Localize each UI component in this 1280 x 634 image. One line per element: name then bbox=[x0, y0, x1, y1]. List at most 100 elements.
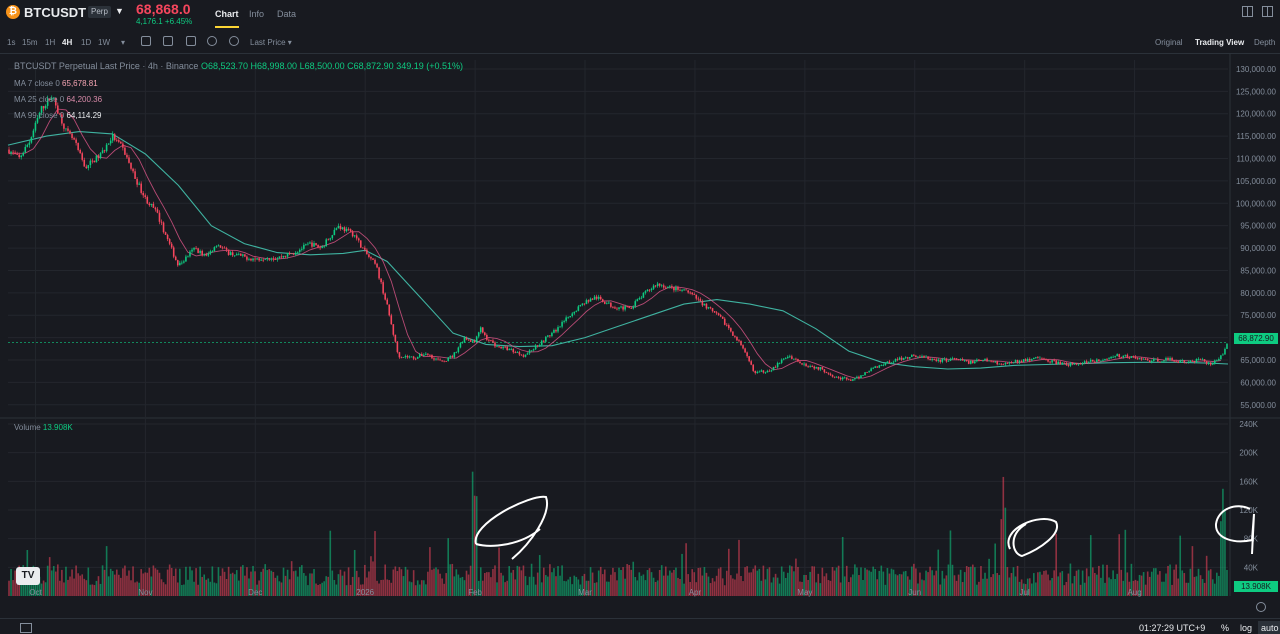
volume-bar bbox=[172, 575, 175, 596]
tradingview-logo[interactable]: TV bbox=[16, 567, 40, 585]
candle-body bbox=[809, 366, 811, 368]
volume-bar bbox=[67, 579, 69, 596]
auto-toggle-box[interactable] bbox=[1258, 621, 1280, 634]
candle-body bbox=[612, 306, 614, 308]
view-original[interactable]: Original bbox=[1155, 38, 1183, 47]
annotation-circle bbox=[1214, 505, 1255, 555]
volume-bar bbox=[28, 574, 31, 596]
candle-body bbox=[728, 325, 730, 329]
candle-body bbox=[656, 283, 659, 287]
volume-bar bbox=[1004, 507, 1007, 596]
volume-bar bbox=[286, 569, 289, 596]
price-chart[interactable]: 130,000.00 125,000.00 120,000.00 115,000.00… bbox=[0, 54, 1280, 599]
volume-bar bbox=[827, 580, 830, 596]
auto-toggle[interactable]: auto bbox=[1261, 623, 1279, 633]
candle-body bbox=[57, 105, 59, 114]
price-tick-label: 110,000.00 bbox=[1237, 155, 1277, 164]
timeframe-1s[interactable]: 1s bbox=[7, 38, 16, 47]
volume-bar bbox=[742, 581, 744, 596]
volume-bar bbox=[467, 574, 470, 596]
candle-body bbox=[900, 357, 903, 360]
ma99-legend[interactable]: MA 99 close 0 64,114.29 bbox=[14, 111, 101, 120]
volume-bar bbox=[545, 575, 547, 596]
ma25-legend[interactable]: MA 25 close 0 64,200.36 bbox=[14, 95, 102, 104]
volume-bar bbox=[158, 572, 161, 596]
timeframe-1d[interactable]: 1D bbox=[81, 38, 92, 47]
volume-bar bbox=[262, 568, 264, 596]
candle-body bbox=[1087, 361, 1090, 363]
volume-bar bbox=[671, 572, 673, 596]
candle-body bbox=[1051, 360, 1053, 363]
percent-toggle[interactable]: % bbox=[1221, 623, 1230, 633]
symbol-selector[interactable]: BTCUSDT bbox=[24, 5, 87, 20]
view-depth[interactable]: Depth bbox=[1254, 38, 1276, 47]
timeframe-1h[interactable]: 1H bbox=[45, 38, 56, 47]
timeframe-4h[interactable]: 4H bbox=[62, 38, 73, 47]
volume-bar bbox=[264, 564, 267, 596]
volume-bar bbox=[115, 569, 118, 596]
timeframe-15m[interactable]: 15m bbox=[22, 38, 38, 47]
volume-bar bbox=[93, 585, 96, 596]
candle-body bbox=[22, 152, 25, 156]
volume-bar bbox=[974, 567, 976, 596]
volume-bar bbox=[215, 583, 218, 596]
volume-bar bbox=[292, 571, 295, 596]
layout-grid-icon[interactable] bbox=[1242, 6, 1253, 17]
candle-body bbox=[435, 358, 437, 360]
ma7-legend[interactable]: MA 7 close 0 65,678.81 bbox=[14, 79, 98, 88]
candle-body bbox=[451, 356, 454, 358]
view-trading-view[interactable]: Trading View bbox=[1195, 38, 1245, 47]
volume-bar bbox=[1201, 579, 1204, 596]
candle-body bbox=[589, 298, 592, 302]
candle-body bbox=[386, 299, 389, 305]
volume-bar bbox=[266, 570, 269, 596]
candle-body bbox=[669, 286, 671, 287]
volume-bar bbox=[575, 576, 578, 596]
candle-body bbox=[65, 128, 67, 130]
candle-body bbox=[1148, 360, 1151, 363]
candle-body bbox=[711, 308, 714, 312]
volume-bar bbox=[109, 568, 112, 596]
layout-split-icon[interactable] bbox=[1262, 6, 1273, 17]
candle-body bbox=[8, 149, 10, 154]
candle-body bbox=[187, 256, 189, 258]
candle-body bbox=[626, 306, 628, 307]
log-toggle[interactable]: log bbox=[1240, 623, 1253, 633]
candle-body bbox=[292, 253, 295, 255]
chart-type-icon[interactable] bbox=[141, 36, 151, 46]
volume-bar bbox=[524, 576, 527, 596]
settings-circle-icon[interactable] bbox=[207, 36, 217, 46]
volume-bar bbox=[427, 571, 429, 596]
timeframe-1w[interactable]: 1W bbox=[98, 38, 110, 47]
volume-bar bbox=[386, 579, 389, 596]
camera-icon[interactable] bbox=[186, 36, 196, 46]
indicators-icon[interactable] bbox=[163, 36, 173, 46]
volume-bar bbox=[138, 582, 140, 596]
volume-bar bbox=[874, 569, 877, 596]
volume-bar bbox=[738, 539, 740, 596]
candle-body bbox=[652, 285, 655, 289]
timeframe-more-icon[interactable]: ▾ bbox=[121, 38, 126, 47]
calendar-icon[interactable] bbox=[20, 623, 32, 633]
volume-bar bbox=[412, 570, 415, 596]
volume-bar bbox=[929, 566, 931, 596]
volume-bar bbox=[693, 572, 696, 596]
caret-down-icon[interactable]: ▼ bbox=[115, 6, 124, 16]
candle-body bbox=[913, 354, 915, 356]
candle-body bbox=[61, 114, 63, 124]
candle-body bbox=[28, 142, 31, 145]
price-type-select[interactable]: Last Price ▾ bbox=[250, 38, 292, 47]
volume-bar bbox=[506, 580, 508, 596]
gear-icon[interactable] bbox=[1256, 602, 1266, 612]
candle-body bbox=[160, 221, 163, 223]
candle-body bbox=[1138, 358, 1141, 360]
tab-chart[interactable]: Chart bbox=[215, 9, 239, 19]
volume-bar bbox=[1100, 577, 1102, 596]
tab-info[interactable]: Info bbox=[249, 9, 265, 19]
tab-data[interactable]: Data bbox=[277, 9, 297, 19]
candle-body bbox=[107, 143, 110, 145]
candle-body bbox=[1004, 363, 1007, 365]
volume-bar bbox=[95, 580, 98, 596]
volume-bar bbox=[233, 574, 236, 596]
replay-icon[interactable] bbox=[229, 36, 239, 46]
